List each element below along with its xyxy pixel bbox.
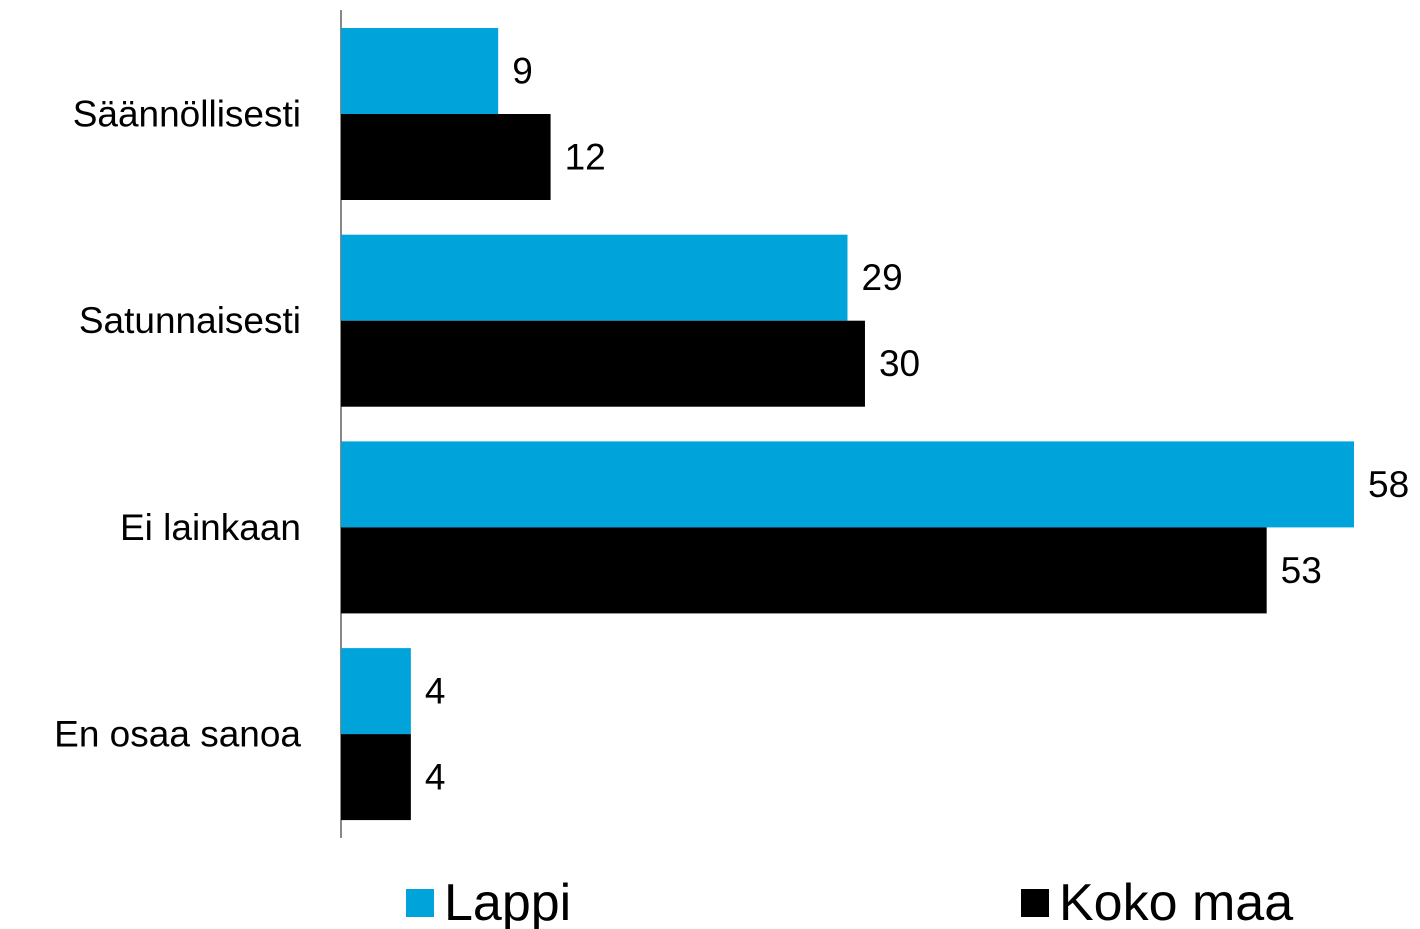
legend: Lappi Koko maa — [406, 874, 1293, 929]
legend-label-koko-maa: Koko maa — [1059, 874, 1293, 929]
bar-koko-maa-ei-lainkaan — [341, 527, 1267, 614]
legend-label-lappi: Lappi — [444, 874, 571, 929]
value-label-koko-maa-saannollisesti: 12 — [565, 137, 606, 178]
bar-lappi-en-osaa-sanoa — [341, 648, 411, 735]
bars-group — [341, 28, 1354, 821]
category-labels-group: Säännöllisesti Satunnaisesti Ei lainkaan En… — [54, 94, 301, 755]
value-label-lappi-saannollisesti: 9 — [512, 51, 533, 92]
value-label-koko-maa-satunnaisesti: 30 — [879, 343, 920, 384]
bar-lappi-satunnaisesti — [341, 234, 848, 321]
bar-koko-maa-saannollisesti — [341, 114, 551, 200]
value-label-lappi-ei-lainkaan: 58 — [1368, 464, 1409, 505]
legend-swatch-koko-maa — [1021, 889, 1049, 917]
legend-swatch-lappi — [406, 889, 434, 917]
category-label-saannollisesti: Säännöllisesti — [73, 94, 301, 135]
bar-lappi-ei-lainkaan — [341, 441, 1354, 528]
value-labels-group: 9 12 29 30 58 53 4 4 — [425, 51, 1409, 798]
value-label-lappi-en-osaa-sanoa: 4 — [425, 671, 446, 712]
category-label-en-osaa-sanoa: En osaa sanoa — [54, 714, 301, 755]
category-label-satunnaisesti: Satunnaisesti — [79, 300, 301, 341]
bar-koko-maa-en-osaa-sanoa — [341, 734, 411, 821]
value-label-lappi-satunnaisesti: 29 — [862, 257, 903, 298]
bar-koko-maa-satunnaisesti — [341, 320, 865, 407]
value-label-koko-maa-en-osaa-sanoa: 4 — [425, 757, 446, 798]
value-label-koko-maa-ei-lainkaan: 53 — [1281, 550, 1322, 591]
category-label-ei-lainkaan: Ei lainkaan — [120, 507, 301, 548]
bar-lappi-saannollisesti — [341, 28, 499, 114]
